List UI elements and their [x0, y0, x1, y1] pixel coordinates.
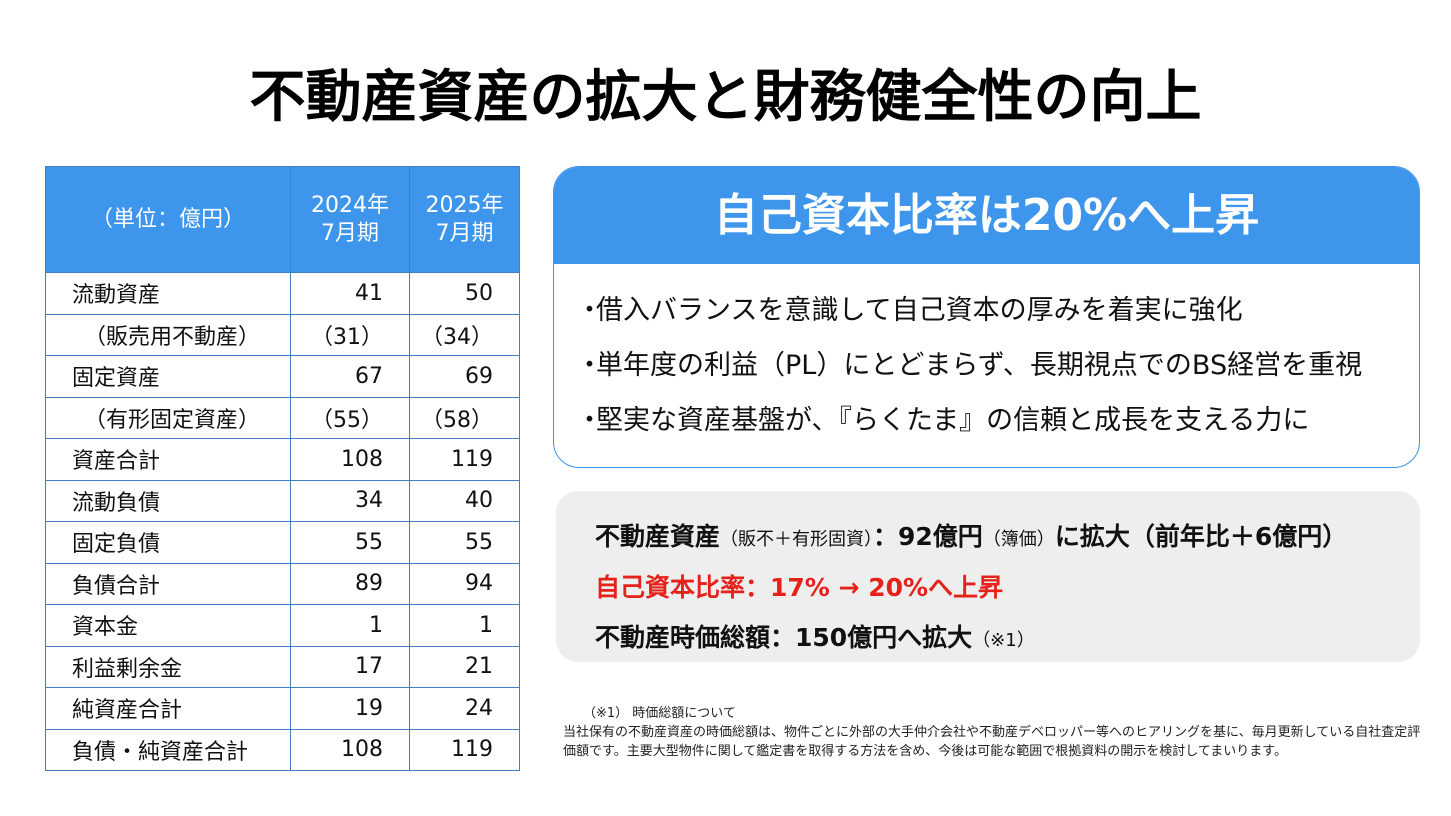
cell-2025: 1 [409, 604, 520, 647]
table-row: 負債合計 89 94 [45, 562, 520, 605]
balance-sheet-table: （単位：億円） 2024年 7月期 2025年 7月期 流動資産 41 50 （販売用不… [45, 166, 520, 771]
row-label: 純資産合計 [45, 687, 291, 730]
cell-2024: 89 [290, 562, 410, 605]
cell-2025: （58） [409, 396, 520, 439]
table-row: 負債・純資産合計 108 119 [45, 728, 520, 771]
footnote-body: 当社保有の不動産資産の時価総額は、物件ごとに外部の大手仲介会社や不動産デベロッパ… [563, 725, 1421, 759]
cell-2024: 108 [290, 438, 410, 481]
cell-2025: 21 [409, 645, 520, 688]
table-row: （有形固定資産） （55） （58） [45, 396, 520, 439]
row-label: （有形固定資産） [45, 396, 291, 439]
header-2025: 2025年 7月期 [409, 166, 520, 273]
footnote-title: （※1） 時価総額について [583, 706, 736, 721]
row-label: 資産合計 [45, 438, 291, 481]
equity-ratio-card: 自己資本比率は20%へ上昇 ・借入バランスを意識して自己資本の厚みを着実に強化 … [553, 166, 1420, 468]
list-item: ・単年度の利益（PL）にとどまらず、長期視点でのBS経営を重視 [576, 338, 1419, 393]
bullet-mark: ・ [576, 405, 603, 436]
table-row: 流動負債 34 40 [45, 479, 520, 522]
table-row: 固定資産 67 69 [45, 355, 520, 398]
row-label: 負債・純資産合計 [45, 728, 291, 771]
cell-2024: （55） [290, 396, 410, 439]
row-label: 固定資産 [45, 355, 291, 398]
summary-market-value: 不動産時価総額：150億円へ拡大（※1） [595, 623, 1035, 652]
list-item: ・堅実な資産基盤が、『らくたま』の信頼と成長を支える力に [576, 393, 1419, 448]
row-label: 負債合計 [45, 562, 291, 605]
cell-2025: 40 [409, 479, 520, 522]
cell-2025: 50 [409, 272, 520, 315]
table-row: 純資産合計 19 24 [45, 687, 520, 730]
cell-2024: （31） [290, 313, 410, 356]
cell-2024: 55 [290, 521, 410, 564]
footnote: （※1） 時価総額について 当社保有の不動産資産の時価総額は、物件ごとに外部の大… [563, 704, 1423, 761]
bullet-mark: ・ [576, 295, 603, 326]
cell-2025: 119 [409, 438, 520, 481]
summary-equity-ratio: 自己資本比率：17% → 20%へ上昇 [595, 573, 1004, 602]
cell-2025: 119 [409, 728, 520, 771]
cell-2025: （34） [409, 313, 520, 356]
cell-2024: 41 [290, 272, 410, 315]
cell-2024: 67 [290, 355, 410, 398]
table-row: 資産合計 108 119 [45, 438, 520, 481]
bullet-text: 堅実な資産基盤が、『らくたま』の信頼と成長を支える力に [596, 405, 1310, 436]
row-label: 資本金 [45, 604, 291, 647]
row-label: （販売用不動産） [45, 313, 291, 356]
cell-2024: 19 [290, 687, 410, 730]
table-row: （販売用不動産） （31） （34） [45, 313, 520, 356]
summary-real-estate-assets: 不動産資産（販不＋有形固資）：92億円（簿価）に拡大（前年比＋6億円） [595, 522, 1348, 551]
cell-2024: 34 [290, 479, 410, 522]
bullet-text: 単年度の利益（PL）にとどまらず、長期視点でのBS経営を重視 [596, 350, 1363, 381]
card-heading: 自己資本比率は20%へ上昇 [554, 167, 1419, 264]
row-label: 固定負債 [45, 521, 291, 564]
cell-2025: 24 [409, 687, 520, 730]
unit-header: （単位：億円） [45, 166, 291, 273]
header-2024: 2024年 7月期 [290, 166, 410, 273]
summary-box: 不動産資産（販不＋有形固資）：92億円（簿価）に拡大（前年比＋6億円） 自己資本… [556, 491, 1420, 662]
table-row: 利益剰余金 17 21 [45, 645, 520, 688]
bullet-mark: ・ [576, 350, 603, 381]
cell-2024: 17 [290, 645, 410, 688]
cell-2025: 69 [409, 355, 520, 398]
row-label: 流動資産 [45, 272, 291, 315]
table-row: 流動資産 41 50 [45, 272, 520, 315]
row-label: 流動負債 [45, 479, 291, 522]
cell-2024: 108 [290, 728, 410, 771]
page-title: 不動産資産の拡大と財務健全性の向上 [249, 65, 1202, 130]
table-row: 資本金 1 1 [45, 604, 520, 647]
bullet-text: 借入バランスを意識して自己資本の厚みを着実に強化 [596, 295, 1243, 326]
row-label: 利益剰余金 [45, 645, 291, 688]
cell-2025: 55 [409, 521, 520, 564]
bullet-list: ・借入バランスを意識して自己資本の厚みを着実に強化 ・単年度の利益（PL）にとど… [554, 264, 1419, 448]
table-row: 固定負債 55 55 [45, 521, 520, 564]
list-item: ・借入バランスを意識して自己資本の厚みを着実に強化 [576, 283, 1419, 338]
cell-2025: 94 [409, 562, 520, 605]
table-header-row: （単位：億円） 2024年 7月期 2025年 7月期 [45, 166, 520, 273]
cell-2024: 1 [290, 604, 410, 647]
